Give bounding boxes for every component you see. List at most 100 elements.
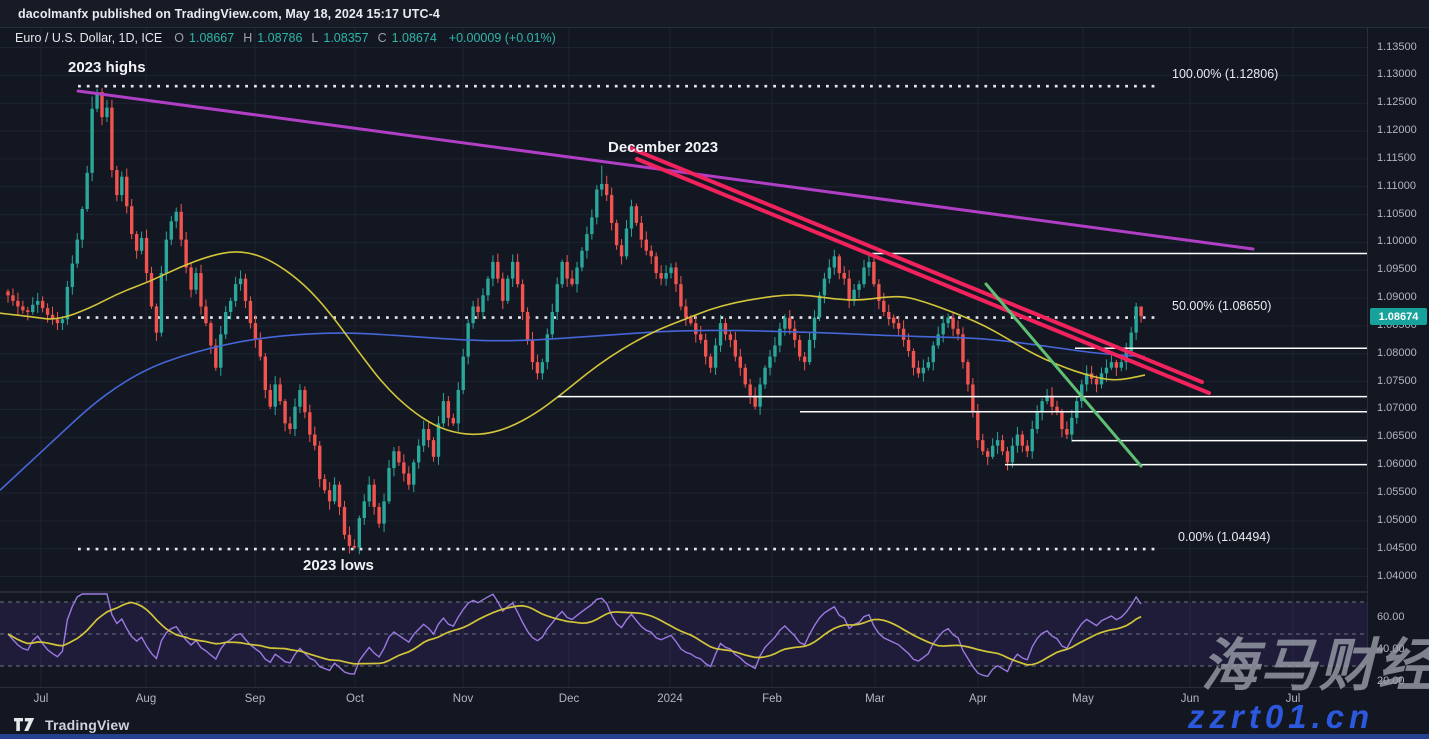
price-axis[interactable]: 1.13500 1.13000 1.12500 1.12000 1.11500 1.110… [1367,0,1429,687]
candle-body [857,284,861,290]
candle-body [431,440,436,457]
candle-body [822,278,827,296]
candle-body [1119,362,1123,368]
candle-body [416,445,421,463]
candle-body [194,273,198,290]
candle-body [130,206,134,235]
candle-body [530,339,535,363]
candle-body [634,206,639,223]
candle-body [689,317,693,324]
candle-body [624,228,629,257]
candlestick-chart-canvas[interactable] [0,0,1367,687]
candle-body [793,328,797,340]
candle-body [263,356,267,390]
candle-body [1050,395,1054,407]
candle-body [382,501,386,524]
price-tick-label: 1.04500 [1377,541,1417,554]
symbol-title[interactable]: Euro / U.S. Dollar, 1D, ICE [15,31,163,45]
candle-body [649,250,653,257]
candle-body [441,401,446,424]
price-tick-label: 1.09000 [1377,291,1417,304]
candle-body [931,345,935,363]
candle-body [164,239,169,274]
candle-body [585,234,589,251]
candle-body [491,261,495,279]
candle-body [273,384,277,407]
candle-body [476,306,480,313]
candle-body [407,473,411,485]
footer: TradingView [0,710,1429,739]
candle-body [337,484,342,507]
candle-body [298,389,302,407]
candle-body [60,319,65,324]
price-tick-label: 1.04000 [1377,569,1417,582]
rsi-tick-label: 60.00 [1377,611,1405,623]
candle-body [540,362,545,374]
candle-body [1124,351,1128,363]
candle-body [253,323,258,340]
candle-body [139,237,144,251]
candle-body [778,328,782,346]
candle-body [664,273,668,279]
candle-body [1060,412,1064,429]
candle-body [224,312,228,335]
candle-body [659,273,663,279]
candle-body [16,300,20,307]
candle-body [1075,401,1079,418]
candle-body [248,300,253,324]
candle-body [654,256,658,274]
candle-body [169,221,173,240]
candle-body [986,451,990,457]
candle-body [644,239,648,251]
candle-body [243,278,248,301]
candle-body [906,339,911,352]
red-channel-upper [628,146,1204,384]
candle-body [100,92,104,118]
candle-body [867,261,871,268]
candle-body [862,267,866,285]
time-axis[interactable]: Jul Aug Sep Oct Nov Dec 2024 Feb Mar Apr May Jun Jul [0,687,1367,711]
change-value: +0.00009 (+0.01%) [448,31,556,45]
candle-body [1084,373,1089,385]
candle-body [451,417,456,424]
candle-body [901,328,906,340]
rsi-ma-line [7,601,1142,666]
candle-body [362,501,366,519]
tradingview-brand-text[interactable]: TradingView [45,716,130,733]
candle-body [981,440,985,452]
candle-body [115,170,119,196]
candle-body [629,206,634,229]
candle-body [570,278,574,285]
candle-body [352,545,357,548]
bottom-blue-strip [0,734,1429,739]
candle-body [684,306,688,318]
candle-body [392,451,396,468]
candle-body [565,261,569,279]
month-label: Jul [33,693,49,705]
candle-body [743,367,747,385]
fib-label-100: 100.00% (1.12806) [1172,67,1279,81]
candle-body [426,428,431,441]
candle-body [1080,384,1084,402]
candle-body [679,284,683,307]
candle-body [877,284,881,301]
candle-body [703,339,708,357]
candle-body [134,234,139,251]
candle-body [1045,395,1049,402]
price-tick-label: 1.12000 [1377,124,1417,137]
candle-body [545,334,550,363]
candle-body [817,295,822,318]
candle-body [990,445,995,457]
month-label: Sep [244,693,266,705]
tradingview-logo-icon[interactable] [13,717,37,732]
candle-body [372,484,376,507]
candle-body [699,334,703,340]
candle-body [105,107,109,118]
candle-body [605,183,609,196]
candle-body [748,384,752,396]
candle-body [580,250,584,268]
candle-body [847,278,851,301]
watermark-cn-text: 海马财经 [1201,634,1429,698]
candle-body [90,108,94,173]
candle-body [946,317,950,324]
